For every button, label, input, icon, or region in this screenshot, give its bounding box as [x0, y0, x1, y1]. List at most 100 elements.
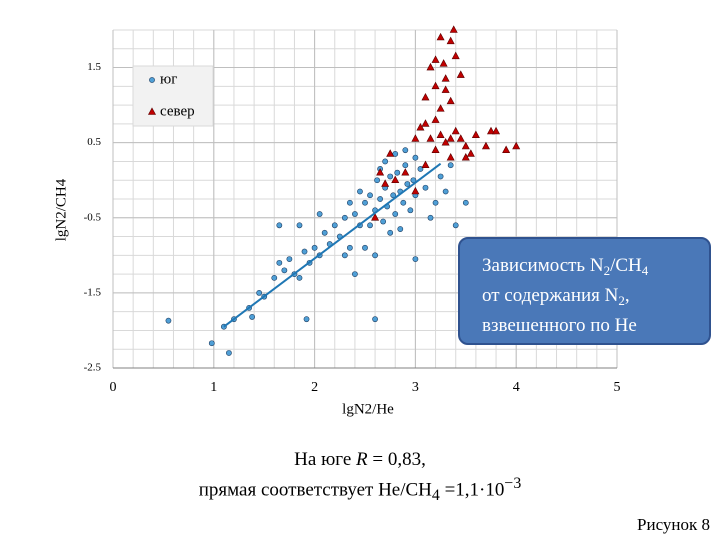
point [392, 211, 399, 217]
box-sub: 2 [603, 263, 611, 278]
figure-label: Рисунок 8 [637, 515, 710, 534]
point [296, 222, 303, 229]
caption-text: прямая соответствует He/CH [198, 479, 432, 501]
point [316, 211, 323, 217]
caption-line: На юге R = 0,83, [0, 448, 720, 472]
point [412, 154, 419, 161]
point [436, 104, 445, 112]
point [352, 271, 358, 278]
x-axis-label: lgN2/He [342, 401, 394, 417]
point [367, 192, 373, 199]
point [377, 196, 384, 202]
point [402, 162, 409, 169]
point [462, 199, 469, 206]
point [447, 162, 454, 169]
point [471, 130, 480, 138]
point [410, 177, 417, 184]
y-tick-label: 1.5 [87, 61, 101, 73]
point [441, 85, 450, 93]
point [372, 252, 378, 259]
box-line: взвешенного по He [482, 313, 709, 338]
point [374, 177, 380, 184]
point [397, 226, 404, 232]
point [271, 274, 278, 281]
point [446, 36, 455, 45]
point [421, 119, 430, 127]
point [276, 259, 283, 266]
point [382, 158, 389, 165]
point [311, 244, 318, 251]
point [421, 92, 430, 101]
y-tick-label: 0.5 [87, 136, 101, 148]
point [436, 32, 445, 41]
point [446, 96, 455, 105]
point [451, 126, 460, 135]
point [431, 115, 440, 123]
y-tick-label: -0.5 [84, 211, 102, 223]
point [321, 229, 328, 236]
point [407, 207, 414, 214]
point [492, 126, 501, 135]
point [486, 126, 496, 135]
point [431, 55, 440, 63]
box-text: взвешенного по He [482, 315, 637, 336]
point [341, 214, 348, 221]
point [411, 186, 420, 195]
point [352, 211, 358, 217]
point [512, 141, 521, 150]
point [431, 81, 440, 90]
box-text: от содержания N [482, 285, 619, 306]
box-line: Зависимость N2/CH4 [482, 253, 709, 283]
point [456, 70, 465, 78]
point [422, 184, 429, 191]
point [165, 317, 172, 324]
caption-line: прямая соответствует He/CH4 =1,1·10−3 [0, 472, 720, 508]
point [394, 169, 401, 176]
point [449, 25, 458, 33]
box-text: , [624, 285, 630, 306]
point [341, 252, 348, 259]
box-sub: 4 [641, 263, 649, 278]
box-text: /CH [610, 255, 642, 276]
point [432, 199, 439, 206]
caption-text: =1,1·10 [439, 479, 505, 501]
point [426, 62, 435, 71]
y-tick-label: -2.5 [84, 362, 102, 374]
point [387, 229, 394, 236]
point [436, 130, 445, 138]
x-tick-label: 4 [513, 380, 520, 395]
point [301, 248, 308, 255]
box-line: от содержания N2, [482, 283, 709, 313]
point [416, 123, 425, 131]
caption-sub: 4 [431, 487, 440, 505]
point [249, 314, 256, 320]
point [281, 267, 288, 274]
point [149, 77, 155, 83]
x-tick-label: 1 [210, 380, 217, 395]
point [451, 51, 460, 60]
legend-label: юг [160, 71, 177, 87]
point [376, 168, 385, 176]
point [481, 141, 490, 150]
point [208, 340, 215, 347]
point [401, 168, 410, 176]
point [442, 188, 449, 195]
point [380, 218, 387, 225]
caption-text: На юге [294, 449, 356, 470]
point [386, 149, 395, 157]
caption-sup: −3 [504, 475, 522, 492]
point [256, 289, 263, 296]
point [387, 173, 394, 180]
point [412, 256, 419, 262]
x-tick-label: 3 [412, 380, 419, 395]
point [362, 244, 368, 251]
point [276, 222, 283, 229]
point [446, 153, 455, 161]
point [367, 222, 373, 229]
trend-line [223, 162, 442, 328]
x-tick-label: 5 [614, 380, 621, 395]
x-tick-label: 2 [311, 380, 318, 395]
box-sub: 2 [618, 293, 625, 308]
x-tick-label: 0 [110, 380, 117, 395]
